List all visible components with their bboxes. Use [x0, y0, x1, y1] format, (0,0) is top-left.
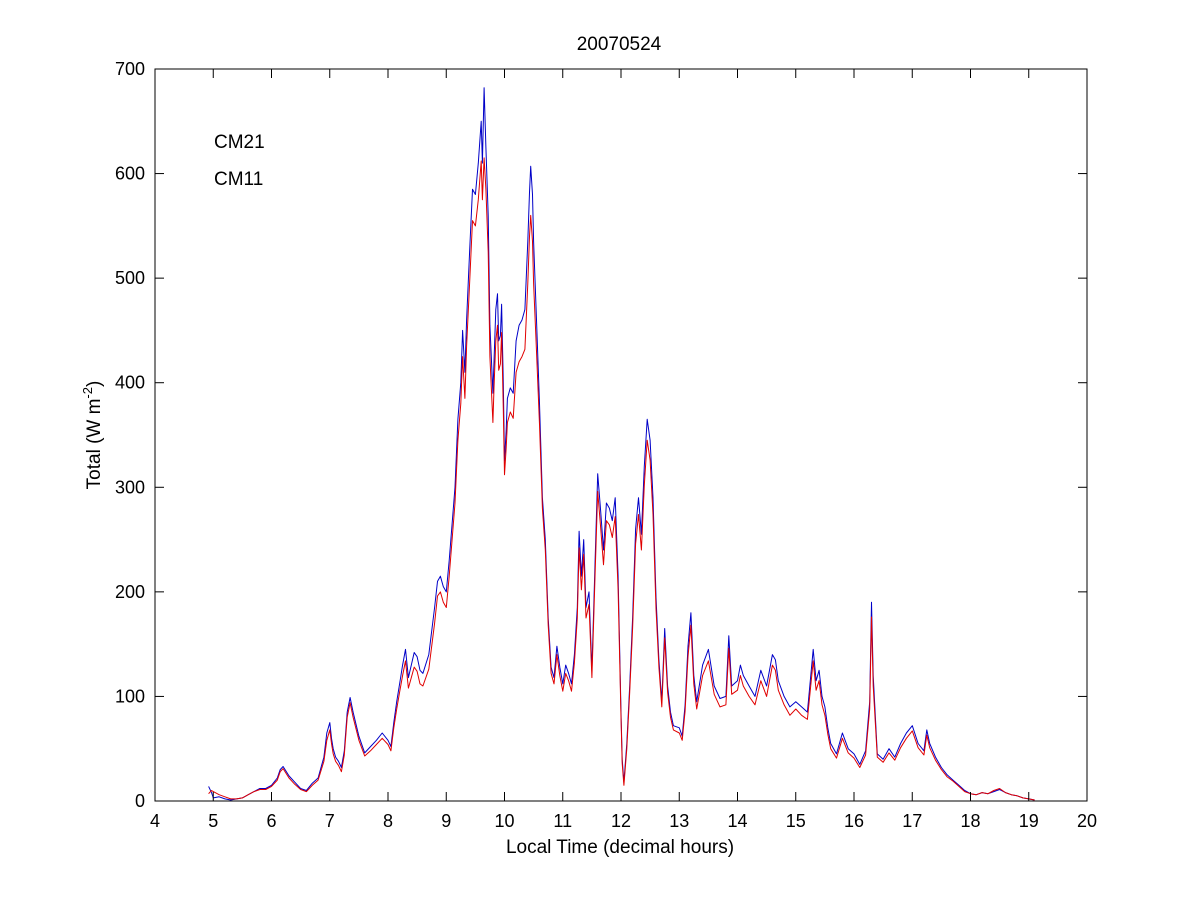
series-line-cm21 [208, 87, 1035, 801]
x-tick-label: 19 [1019, 811, 1039, 831]
y-tick-label: 600 [115, 164, 145, 184]
x-tick-label: 12 [611, 811, 631, 831]
legend: CM21 CM11 [214, 132, 265, 190]
x-tick-label: 15 [786, 811, 806, 831]
series-line-cm11 [208, 157, 1035, 801]
y-tick-label: 0 [135, 791, 145, 811]
x-axis-label: Local Time (decimal hours) [506, 837, 734, 858]
x-tick-label: 6 [266, 811, 276, 831]
y-axis-label-superscript: -2 [80, 387, 95, 399]
x-tick-label: 10 [494, 811, 514, 831]
y-tick-label: 100 [115, 686, 145, 706]
x-tick-label: 5 [208, 811, 218, 831]
x-tick-label: 8 [383, 811, 393, 831]
x-tick-label: 11 [553, 811, 572, 831]
legend-entry-cm11: CM11 [214, 169, 263, 190]
y-axis-label: Total (W m-2) [80, 381, 105, 490]
x-tick-label: 9 [441, 811, 451, 831]
x-tick-label: 14 [727, 811, 747, 831]
x-tick-label: 4 [150, 811, 160, 831]
y-tick-label: 200 [115, 582, 145, 602]
x-tick-label: 17 [902, 811, 922, 831]
y-tick-label: 300 [115, 477, 145, 497]
x-tick-label: 18 [960, 811, 980, 831]
legend-entry-cm21: CM21 [214, 132, 265, 153]
x-tick-label: 13 [669, 811, 689, 831]
y-tick-label: 500 [115, 268, 145, 288]
x-tick-label: 7 [325, 811, 335, 831]
x-axis: 4 5 6 7 8 9 10 11 12 13 14 15 16 17 18 19 20 [150, 69, 1097, 831]
chart-title: 20070524 [577, 34, 662, 55]
y-axis-label-close: ) [84, 381, 105, 387]
y-axis-label-main: Total (W m [84, 399, 105, 490]
x-tick-label: 20 [1077, 811, 1097, 831]
y-axis: 0 100 200 300 400 500 600 700 [115, 59, 1087, 811]
y-tick-label: 700 [115, 59, 145, 79]
x-tick-label: 16 [844, 811, 864, 831]
y-tick-label: 400 [115, 373, 145, 393]
series-layer [208, 87, 1035, 801]
